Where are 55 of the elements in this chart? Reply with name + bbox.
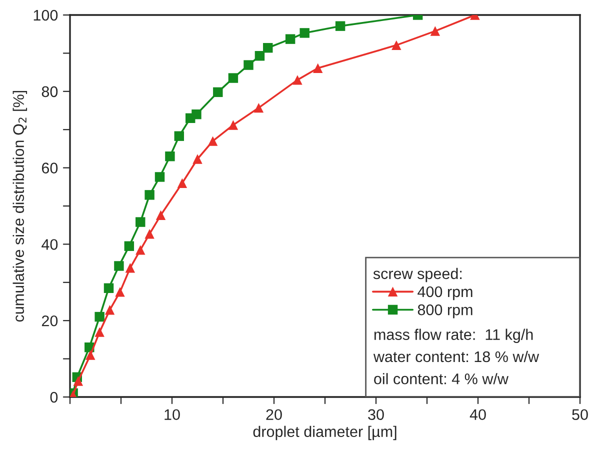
x-tick-label: 40 [470, 409, 486, 420]
x-tick-label: 20 [266, 409, 282, 420]
legend-title: screw speed: [373, 268, 462, 282]
point [313, 63, 323, 73]
point [144, 190, 154, 200]
point [124, 241, 134, 251]
point [94, 312, 104, 322]
point [392, 40, 402, 50]
point [263, 42, 273, 53]
point [177, 178, 188, 188]
y-tick-label: 40 [42, 239, 58, 250]
point [125, 263, 136, 273]
point [430, 26, 440, 36]
point [73, 376, 84, 386]
point [254, 102, 264, 113]
point [254, 51, 265, 61]
point [192, 154, 202, 164]
point [335, 21, 346, 31]
point [86, 350, 96, 360]
point [174, 131, 184, 141]
y-tick-label: 80 [42, 86, 58, 98]
y-tick-label: 60 [42, 162, 58, 174]
annotation: water content: 18 % w/w [373, 350, 540, 362]
point [104, 305, 115, 315]
annotation: mass flow rate: 11 kg/h [374, 328, 533, 343]
point [114, 261, 124, 271]
x-tick-label: 50 [572, 409, 588, 420]
point [156, 210, 166, 220]
annotation: oil content: 4 % w/w [374, 373, 509, 384]
point [244, 60, 254, 70]
y-tick-label: 100 [34, 10, 58, 21]
point [192, 109, 202, 120]
point [94, 327, 104, 337]
point [213, 87, 223, 98]
point [208, 136, 218, 146]
y-tick-label: 20 [42, 315, 58, 326]
point [292, 75, 302, 85]
point [154, 172, 165, 182]
y-axis-title: cumulative size distribution Q$_{2}$ [%] [12, 90, 28, 322]
point [228, 120, 238, 130]
x-axis-title: droplet diameter [µm] [253, 426, 396, 440]
point [115, 287, 125, 297]
point [104, 283, 114, 293]
point [300, 28, 310, 38]
legend-label: 400 rpm [418, 286, 472, 300]
legend-label: 800 rpm [418, 304, 472, 318]
point [136, 245, 146, 255]
y-tick-label: 0 [50, 392, 58, 403]
x-tick-label: 10 [164, 409, 180, 420]
x-tick-label: 30 [368, 409, 384, 420]
point [136, 217, 146, 227]
point [144, 229, 154, 239]
point [228, 73, 238, 83]
point [285, 34, 296, 44]
point [165, 151, 175, 162]
